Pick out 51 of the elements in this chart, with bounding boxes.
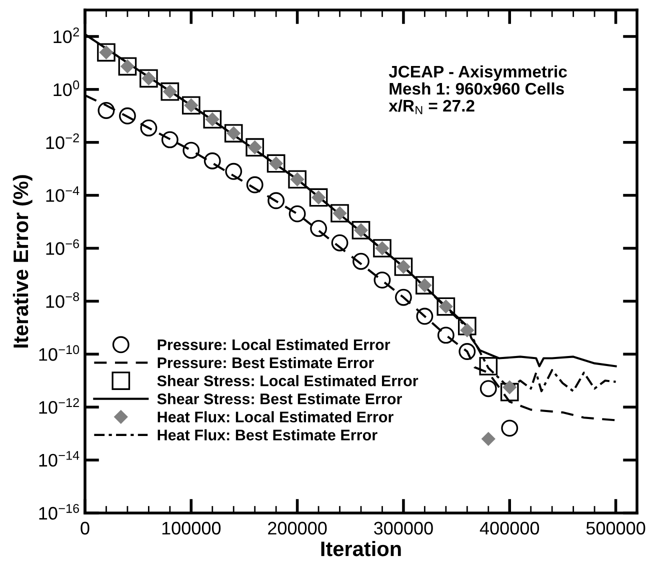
y-tick-label: 10$^{−6}$	[46, 239, 80, 255]
x-tick-label: 100000	[162, 522, 221, 535]
point	[140, 119, 158, 136]
x-tick-label: 500000	[586, 522, 646, 535]
y-tick-label: 10$^{0}$	[54, 80, 80, 96]
y-tick-label: 10$^{−8}$	[46, 292, 80, 308]
point	[394, 288, 412, 306]
y-tick-label: 10$^{2}$	[54, 27, 79, 44]
x-tick-label: 400000	[480, 522, 540, 535]
point	[182, 142, 200, 159]
point	[479, 357, 498, 376]
point	[437, 326, 454, 344]
annotation: Mesh 1: 960x960 Cells	[390, 82, 564, 95]
y-tick-label: 10$^{−4}$	[46, 186, 80, 202]
point	[310, 220, 328, 237]
y-tick-label: 10$^{−12}$	[39, 398, 79, 414]
point	[268, 192, 285, 210]
x-tick-label: 300000	[374, 522, 433, 535]
point	[374, 272, 391, 289]
point	[416, 308, 434, 325]
point	[288, 205, 306, 222]
x-tick-label: 200000	[268, 522, 327, 535]
point	[500, 382, 519, 402]
y-axis-title: Iterative Error (%)	[12, 175, 32, 348]
point	[352, 252, 370, 270]
legend-label: Heat Flux: Local Estimated Error	[158, 411, 394, 422]
point	[98, 102, 115, 119]
point	[225, 162, 242, 180]
legend-label: Shear Stress: Best Estimate Error	[157, 393, 402, 404]
legend-label: Heat Flux: Best Estimate Error	[158, 429, 378, 440]
point	[501, 420, 518, 437]
point	[204, 152, 221, 170]
point	[118, 107, 136, 124]
point	[161, 131, 178, 148]
legend-label: Pressure: Local Estimated Error	[158, 338, 390, 350]
y-tick-label: 10$^{−2}$	[46, 133, 79, 150]
point	[458, 316, 476, 336]
legend-label: Pressure: Best Estimate Error	[158, 356, 374, 368]
y-tick-label: 10$^{−14}$	[39, 451, 80, 467]
annotation: x/R$_{N}$ = 27.2	[388, 99, 474, 114]
point	[458, 343, 476, 360]
point	[482, 432, 496, 446]
point	[480, 380, 497, 398]
y-tick-label: 10$^{−16}$	[39, 504, 80, 520]
x-tick-label: 0	[80, 522, 90, 535]
point	[331, 234, 348, 252]
annotation: JCEAP - Axisymmetric	[388, 65, 567, 81]
x-axis-title: Iteration	[321, 540, 401, 556]
point	[246, 176, 264, 194]
legend-label: Shear Stress: Local Estimated Error	[157, 375, 418, 386]
y-tick-label: 10$^{−10}$	[39, 345, 80, 361]
